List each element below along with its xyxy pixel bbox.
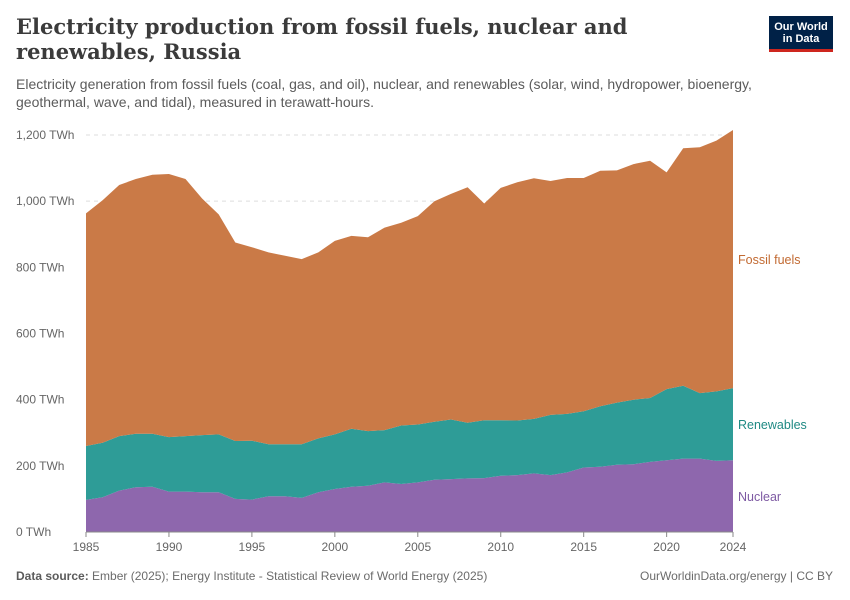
x-tick-label: 2015 xyxy=(570,540,597,554)
chart-subtitle: Electricity generation from fossil fuels… xyxy=(16,76,752,110)
footer-credit[interactable]: OurWorldinData.org/energy | CC BY xyxy=(640,569,833,583)
area-nuclear xyxy=(86,458,733,532)
series-label-fossil-fuels: Fossil fuels xyxy=(738,253,801,267)
owid-logo[interactable]: Our World in Data xyxy=(769,16,833,52)
logo-line-1: Our World xyxy=(774,21,828,33)
data-source: Data source: Ember (2025); Energy Instit… xyxy=(16,569,487,583)
series-label-nuclear: Nuclear xyxy=(738,490,781,504)
area-renewables xyxy=(86,385,733,500)
logo-line-2: in Data xyxy=(782,33,820,45)
data-source-label: Data source: xyxy=(16,569,89,583)
y-tick-label: 600 TWh xyxy=(16,327,64,341)
y-tick-label: 1,200 TWh xyxy=(16,128,74,142)
chart-title: Electricity production from fossil fuels… xyxy=(16,14,628,64)
x-tick-label: 2010 xyxy=(487,540,514,554)
x-tick-label: 2020 xyxy=(653,540,680,554)
y-tick-label: 800 TWh xyxy=(16,260,64,274)
x-tick-label: 1990 xyxy=(156,540,183,554)
y-tick-label: 1,000 TWh xyxy=(16,194,74,208)
x-tick-label: 1985 xyxy=(73,540,100,554)
y-tick-label: 200 TWh xyxy=(16,459,64,473)
series-label-renewables: Renewables xyxy=(738,418,807,432)
y-tick-label: 0 TWh xyxy=(16,525,51,539)
x-tick-label: 2024 xyxy=(720,540,747,554)
x-tick-label: 1995 xyxy=(239,540,266,554)
data-source-text[interactable]: Ember (2025); Energy Institute - Statist… xyxy=(92,569,488,583)
area-fossil-fuels xyxy=(86,130,733,446)
x-tick-label: 2000 xyxy=(321,540,348,554)
logo-accent-bar xyxy=(769,49,833,52)
y-tick-label: 400 TWh xyxy=(16,393,64,407)
x-tick-label: 2005 xyxy=(404,540,431,554)
